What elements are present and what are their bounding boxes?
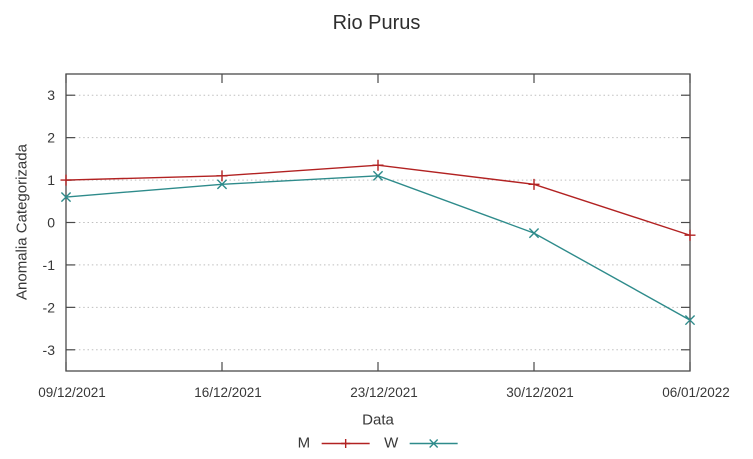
- y-axis-label: Anomalia Categorizada: [13, 144, 31, 300]
- plus-marker: [684, 229, 696, 241]
- plus-marker: [60, 174, 72, 186]
- cross-marker: [372, 170, 384, 181]
- x-tick-label: 09/12/2021: [38, 385, 106, 400]
- legend-label: M: [297, 434, 311, 452]
- y-tick-label: -2: [43, 299, 56, 315]
- y-tick-label: 0: [47, 215, 55, 231]
- x-tick-label: 06/01/2022: [662, 385, 730, 400]
- y-tick-label: 3: [47, 87, 55, 103]
- cross-marker-icon: [428, 438, 438, 448]
- legend-line-sample: [409, 438, 458, 448]
- cross-marker: [216, 179, 228, 190]
- y-tick-label: 2: [47, 130, 55, 146]
- x-tick-label: 23/12/2021: [350, 385, 418, 400]
- y-tick-label: 1: [47, 172, 55, 188]
- plus-marker: [528, 178, 540, 190]
- y-tick-label: -3: [43, 342, 56, 358]
- legend-item-M: M: [298, 435, 371, 452]
- plus-marker: [372, 159, 384, 171]
- x-axis-label: Data: [362, 411, 394, 429]
- plus-marker-icon: [340, 438, 350, 448]
- legend-line-sample: [321, 438, 370, 448]
- y-tick-label: -1: [43, 257, 56, 273]
- cross-marker: [684, 314, 696, 326]
- x-tick-label: 30/12/2021: [506, 385, 574, 400]
- cross-marker: [528, 228, 540, 239]
- legend-label: W: [384, 434, 399, 452]
- legend-item-W: W: [384, 435, 458, 452]
- x-tick-label: 16/12/2021: [194, 385, 262, 400]
- cross-marker: [60, 191, 72, 203]
- chart-title: Rio Purus: [332, 12, 421, 34]
- plus-marker: [216, 170, 228, 182]
- series-line-W: [65, 175, 691, 321]
